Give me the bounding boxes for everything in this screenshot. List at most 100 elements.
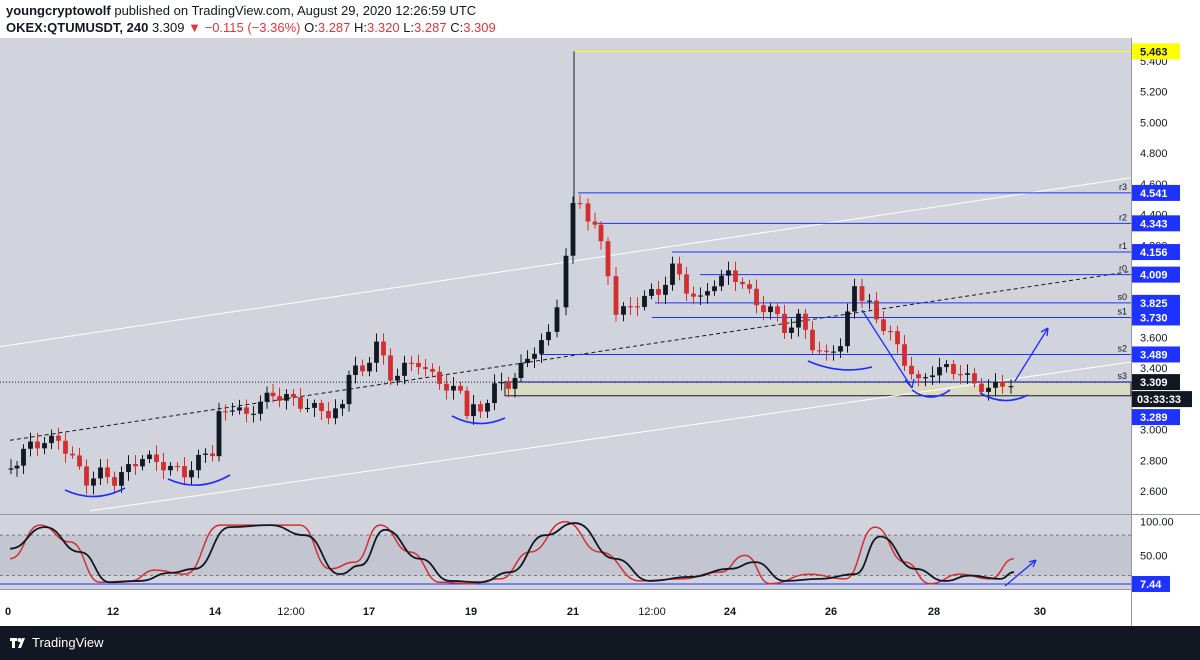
high-value: 3.320 xyxy=(367,20,400,35)
time-tick-label: 19 xyxy=(465,606,477,618)
candle-body xyxy=(845,311,850,347)
price-tick-label: 5.000 xyxy=(1140,117,1168,129)
candle-body xyxy=(291,394,296,398)
pivot-value-label-s0-text: 3.825 xyxy=(1140,298,1168,310)
candle-body xyxy=(775,306,780,314)
candle-body xyxy=(592,221,598,225)
stoch-d-line xyxy=(9,522,1015,584)
candle-body xyxy=(585,203,591,222)
curve-annotation xyxy=(979,392,1029,402)
candle-body xyxy=(642,295,647,307)
candle-body xyxy=(951,364,956,375)
last-price-label-text: 3.309 xyxy=(1140,377,1168,389)
time-tick-label: 12:00 xyxy=(277,606,305,618)
candle-body xyxy=(902,344,907,366)
lower-trend-line xyxy=(89,361,1132,512)
candle-body xyxy=(613,276,619,315)
time-tick-label: 21 xyxy=(567,606,579,618)
candle-body xyxy=(888,330,893,333)
pivot-value-label-s1-box xyxy=(1132,309,1180,326)
low-label: L: xyxy=(403,20,415,35)
candle-body xyxy=(554,307,560,332)
candle-body xyxy=(803,313,808,330)
candle-body xyxy=(859,286,865,301)
candle-body xyxy=(539,340,544,354)
candle-body xyxy=(298,397,303,409)
close-label: C: xyxy=(450,20,464,35)
pivot-name-s1: s1 xyxy=(1117,306,1127,316)
candle-body xyxy=(388,355,393,381)
candle-body xyxy=(140,459,145,467)
pivot-value-label-s2-text: 3.489 xyxy=(1140,349,1168,361)
candle-body xyxy=(264,392,270,402)
candle-body xyxy=(874,300,879,320)
candle-body xyxy=(923,377,928,379)
candle-body xyxy=(789,327,794,333)
candle-body xyxy=(986,387,991,392)
candle-body xyxy=(909,365,914,375)
candle-body xyxy=(353,365,358,375)
time-tick-label: 12:00 xyxy=(638,606,666,618)
curve-annotation xyxy=(911,389,951,398)
candle-body xyxy=(161,461,166,471)
curve-annotation xyxy=(451,415,506,425)
candle-body xyxy=(8,468,14,470)
stoch-tick-label: 100.00 xyxy=(1140,517,1174,529)
candle-body xyxy=(492,383,497,404)
candle-body xyxy=(663,284,668,295)
open-label: O: xyxy=(304,20,318,35)
candle-body xyxy=(119,472,124,486)
pivot-value-label-r0-box xyxy=(1132,266,1180,283)
high-marker-label-text: 5.463 xyxy=(1140,46,1168,58)
high-marker-label-box xyxy=(1132,43,1180,60)
last-price-label-box xyxy=(1132,374,1180,391)
low-box-text: 3.289 xyxy=(1140,412,1168,424)
candle-body xyxy=(796,313,801,328)
candle-body xyxy=(333,408,338,419)
last-price: 3.309 xyxy=(151,20,185,35)
candle-body xyxy=(105,467,110,478)
candle-body xyxy=(1000,381,1005,387)
candle-body xyxy=(852,286,857,312)
footer-brand[interactable]: TradingView xyxy=(32,635,104,650)
price-tick-label: 2.800 xyxy=(1140,455,1168,467)
curve-annotation xyxy=(167,474,231,486)
pivot-value-label-r2-text: 4.343 xyxy=(1140,218,1168,230)
candle-body xyxy=(628,306,633,308)
time-tick-label: 28 xyxy=(928,606,940,618)
candle-body xyxy=(867,300,872,302)
published-text: published on TradingView.com, August 29,… xyxy=(114,3,477,18)
candle-body xyxy=(416,362,421,368)
candle-body xyxy=(196,454,201,471)
pivot-value-label-s2-box xyxy=(1132,346,1180,363)
price-change: −0.115 (−3.36%) xyxy=(204,20,301,35)
candle-body xyxy=(532,353,537,359)
pivot-value-label-r1-box xyxy=(1132,244,1180,261)
candle-body xyxy=(506,381,511,389)
candle-body xyxy=(244,407,249,414)
candle-body xyxy=(958,374,963,376)
publish-line: youngcryptowolf published on TradingView… xyxy=(6,3,476,18)
pivot-name-r3: r3 xyxy=(1119,182,1127,192)
stoch-arrow-annotation xyxy=(1004,559,1037,587)
close-value: 3.309 xyxy=(463,20,496,35)
candle-body xyxy=(237,407,242,411)
candle-body xyxy=(451,385,456,391)
down-arrow-annotation xyxy=(861,309,915,389)
open-value: 3.287 xyxy=(317,20,351,35)
author-name[interactable]: youngcryptowolf xyxy=(6,3,111,18)
price-tick-label: 4.800 xyxy=(1140,148,1168,160)
candle-body xyxy=(409,362,414,364)
chart-header: youngcryptowolf published on TradingView… xyxy=(0,0,1200,38)
up-arrow-annotation xyxy=(1014,327,1049,382)
candle-body xyxy=(133,464,138,467)
candle-body xyxy=(965,373,970,375)
candle-body xyxy=(656,289,661,295)
footer-bar: TradingView xyxy=(0,626,1200,660)
candle-body xyxy=(21,448,26,466)
candle-body xyxy=(698,295,703,297)
candle-body xyxy=(154,454,159,462)
tradingview-logo-icon[interactable] xyxy=(10,636,26,650)
symbol-title: OKEX:QTUMUSDT, 240 xyxy=(6,20,149,35)
